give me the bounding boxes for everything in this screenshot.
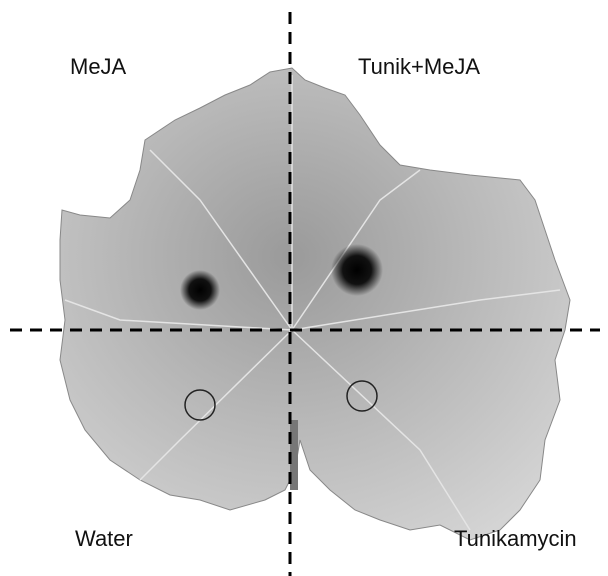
quadrant-label: MeJA xyxy=(70,54,127,79)
quadrant-label: Tunikamycin xyxy=(454,526,577,551)
figure: MeJA Tunik+MeJA Water Tunikamycin xyxy=(0,0,608,576)
quadrant-label: Tunik+MeJA xyxy=(358,54,480,79)
quadrant-label: Water xyxy=(75,526,133,551)
leaf xyxy=(60,68,570,540)
lesion-spot xyxy=(180,270,220,310)
lesion-spot xyxy=(331,244,383,296)
